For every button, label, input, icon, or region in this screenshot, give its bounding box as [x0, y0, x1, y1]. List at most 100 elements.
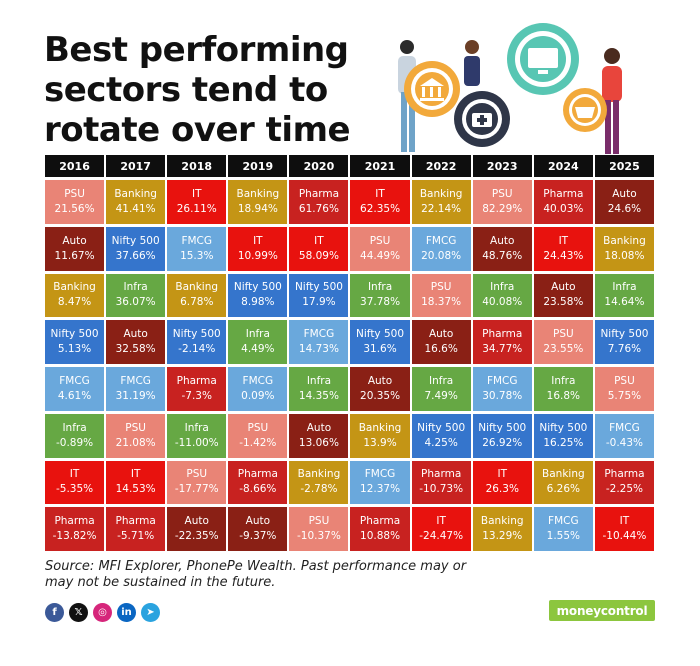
sector-name: IT	[130, 468, 141, 481]
sector-return: -22.35%	[174, 530, 219, 543]
sector-return: 5.13%	[57, 343, 92, 356]
sector-cell: Nifty 500 37.66%	[106, 226, 166, 271]
instagram-icon[interactable]: ◎	[93, 603, 112, 622]
sector-name: Infra	[367, 281, 393, 294]
sector-return: 21.08%	[115, 436, 156, 449]
sector-cell: IT 10.99%	[228, 226, 288, 271]
year-header-2016: 2016	[45, 155, 105, 177]
sector-cell: PSU -17.77%	[167, 460, 227, 505]
sector-cell: Pharma -5.71%	[106, 507, 166, 551]
sector-cell: PSU 21.08%	[106, 413, 166, 458]
sector-performance-table: 2016 2017 2018 2019 2020 2021 2022 2023 2024 2025…	[45, 155, 654, 551]
sector-cell: Nifty 500 16.25%	[533, 413, 593, 458]
sector-name: Banking	[542, 468, 585, 481]
sector-return: 18.37%	[421, 296, 462, 309]
sector-return: -17.77%	[174, 483, 219, 496]
year-header-2019: 2019	[228, 155, 288, 177]
sector-name: Auto	[612, 187, 637, 200]
sector-name: PSU	[369, 234, 391, 247]
sector-return: 18.94%	[237, 202, 278, 215]
sector-name: Pharma	[359, 515, 401, 528]
sector-name: PSU	[308, 515, 330, 528]
x-icon[interactable]: 𝕏	[69, 603, 88, 622]
sector-cell: IT 62.35%	[350, 180, 410, 224]
sector-return: 30.78%	[482, 389, 523, 402]
moneycontrol-logo[interactable]: moneycontrol	[549, 600, 655, 621]
sector-name: Nifty 500	[539, 421, 588, 434]
sector-return: 14.53%	[115, 483, 156, 496]
sector-name: IT	[314, 234, 324, 247]
sector-return: 18.08%	[604, 249, 645, 262]
sector-name: IT	[497, 468, 507, 481]
year-header-2024: 2024	[533, 155, 593, 177]
sector-return: -13.82%	[52, 530, 97, 543]
sector-cell: Banking 22.14%	[411, 180, 471, 224]
sector-name: PSU	[247, 421, 269, 434]
sector-return: 62.35%	[360, 202, 401, 215]
sector-cell: FMCG 1.55%	[533, 507, 593, 551]
year-header-2021: 2021	[350, 155, 410, 177]
sector-cell: Nifty 500 31.6%	[350, 320, 410, 364]
sector-name: Nifty 500	[50, 328, 99, 341]
year-header-2023: 2023	[472, 155, 532, 177]
sector-cell: Auto 48.76%	[472, 226, 532, 271]
sector-return: -9.37%	[239, 530, 277, 543]
sector-cell: FMCG 30.78%	[472, 367, 532, 411]
sector-cell: Pharma -10.73%	[411, 460, 471, 505]
sector-name: Infra	[490, 281, 515, 294]
sector-return: 20.35%	[360, 389, 401, 402]
sector-return: 26.3%	[485, 483, 519, 496]
sector-cell: IT 26.3%	[472, 460, 532, 505]
sector-return: 40.08%	[482, 296, 523, 309]
sector-name: Banking	[603, 234, 646, 247]
sector-cell: Nifty 500 17.9%	[289, 273, 349, 318]
sector-cell: FMCG 31.19%	[106, 367, 166, 411]
telegram-icon[interactable]: ➤	[141, 603, 160, 622]
sector-name: Pharma	[421, 468, 462, 481]
sector-cell: PSU -10.37%	[289, 507, 349, 551]
sector-name: Banking	[419, 187, 463, 200]
sector-return: -8.66%	[239, 483, 277, 496]
sector-return: 31.6%	[363, 343, 397, 356]
sector-return: -24.47%	[419, 530, 464, 543]
sector-cell: Banking 13.29%	[472, 507, 532, 551]
sector-name: IT	[191, 187, 202, 200]
people-gears-illustration	[398, 23, 622, 154]
sector-name: PSU	[125, 421, 146, 434]
sector-cell: Pharma 10.88%	[350, 507, 410, 551]
bank-gear-icon	[404, 61, 460, 117]
sector-return: 1.55%	[546, 530, 581, 543]
sector-return: 82.29%	[482, 202, 523, 215]
sector-name: Auto	[306, 421, 332, 434]
sector-name: FMCG	[364, 468, 396, 481]
facebook-icon[interactable]: f	[45, 603, 64, 622]
sector-return: 32.58%	[115, 343, 156, 356]
sector-cell: Auto 16.6%	[411, 320, 471, 364]
sector-return: 34.77%	[482, 343, 523, 356]
sector-cell: Nifty 500 5.13%	[45, 320, 105, 364]
sector-cell: Infra 14.64%	[594, 273, 654, 318]
sector-name: IT	[558, 234, 569, 247]
sector-cell: FMCG 15.3%	[167, 226, 227, 271]
sector-return: 14.35%	[298, 389, 339, 402]
sector-return: 4.61%	[57, 389, 92, 402]
sector-return: 23.58%	[543, 296, 584, 309]
sector-cell: Nifty 500 26.92%	[472, 413, 532, 458]
sector-return: -7.3%	[181, 389, 212, 402]
sector-return: -1.42%	[239, 436, 277, 449]
sector-name: Pharma	[176, 374, 217, 387]
sector-name: Pharma	[604, 468, 645, 481]
sector-cell: Banking 41.41%	[106, 180, 166, 224]
sector-cell: Infra 14.35%	[289, 367, 349, 411]
sector-cell: PSU -1.42%	[228, 413, 288, 458]
sector-cell: Banking 18.94%	[228, 180, 288, 224]
sector-return: -10.73%	[419, 483, 464, 496]
sector-cell: PSU 18.37%	[411, 273, 471, 318]
basket-gear-icon	[563, 88, 607, 132]
sector-name: FMCG	[486, 374, 518, 387]
sector-return: 8.47%	[57, 296, 92, 309]
sector-cell: Auto 13.06%	[289, 413, 349, 458]
linkedin-icon[interactable]: in	[117, 603, 136, 622]
sector-return: 4.49%	[241, 343, 275, 356]
sector-name: Nifty 500	[233, 281, 282, 294]
